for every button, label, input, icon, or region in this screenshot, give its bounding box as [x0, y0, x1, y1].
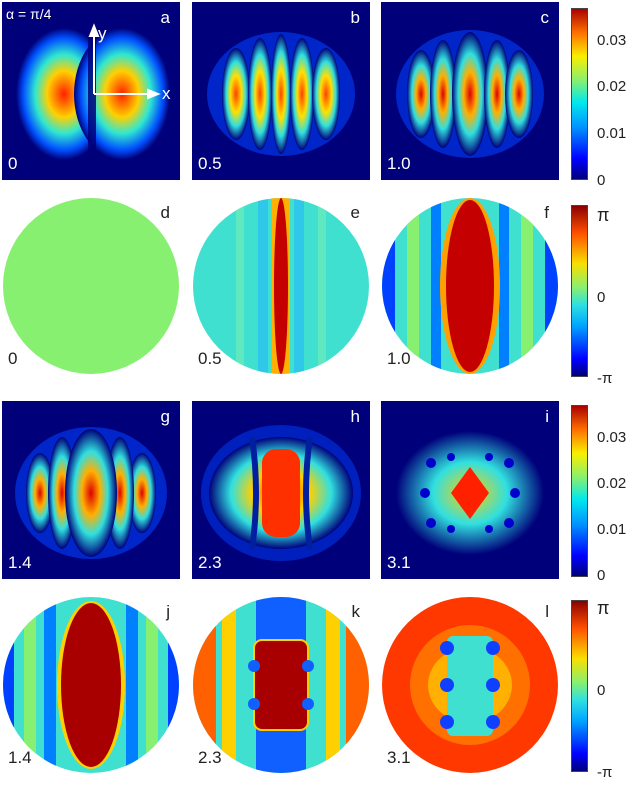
panel-i: i 3.1 — [381, 401, 559, 579]
colorbar-tick: 0.01 — [597, 521, 627, 538]
panel-value: 2.3 — [198, 748, 222, 767]
panel-g-image — [2, 401, 180, 579]
x-axis-label: x — [162, 84, 171, 103]
colorbar-tick: 0.02 — [597, 78, 627, 95]
panel-k: k 2.3 — [192, 596, 370, 774]
panel-j-image — [2, 596, 180, 774]
colorbar-tick: 0 — [597, 289, 606, 306]
phase-colorbar-top — [571, 205, 588, 377]
panel-i-image — [381, 401, 559, 579]
colorbar-tick: 0.03 — [597, 32, 627, 49]
panel-value: 1.4 — [8, 553, 32, 572]
panel-letter: b — [350, 8, 360, 27]
panel-l: l 3.1 — [381, 596, 559, 774]
panel-b-image — [192, 2, 370, 180]
panel-letter: i — [545, 407, 549, 426]
amplitude-colorbar-bottom — [571, 405, 588, 577]
panel-value: 0.5 — [198, 349, 222, 368]
panel-d-image — [2, 197, 180, 375]
panel-e: e 0.5 — [192, 197, 370, 375]
panel-value: 1.4 — [8, 748, 32, 767]
panel-l-image — [381, 596, 559, 774]
panel-j: j 1.4 — [2, 596, 180, 774]
panel-letter: j — [166, 602, 170, 621]
panel-g: g 1.4 — [2, 401, 180, 579]
panel-value: 0.5 — [198, 154, 222, 173]
panel-h: h 2.3 — [192, 401, 370, 579]
panel-c-image — [381, 2, 559, 180]
panel-letter: e — [350, 203, 360, 222]
panel-k-image — [192, 596, 370, 774]
panel-a: α = π/4 y x a 0 — [2, 2, 180, 180]
panel-letter: c — [540, 8, 550, 27]
panel-b: b 0.5 — [192, 2, 370, 180]
panel-e-image — [192, 197, 370, 375]
phase-colorbar-bottom — [571, 600, 588, 772]
panel-letter: k — [351, 602, 361, 621]
y-axis-label: y — [98, 24, 107, 43]
amplitude-colorbar-top — [571, 8, 588, 180]
panel-letter: d — [160, 203, 170, 222]
panel-value: 2.3 — [198, 553, 222, 572]
panel-letter: h — [350, 407, 360, 426]
colorbar-tick: 0.02 — [597, 475, 627, 492]
alpha-annotation: α = π/4 — [6, 6, 52, 22]
panel-value: 1.0 — [387, 154, 411, 173]
colorbar-tick: 0 — [597, 172, 606, 189]
panel-d: d 0 — [2, 197, 180, 375]
colorbar-tick: π — [597, 598, 610, 618]
panel-value: 0 — [8, 154, 18, 173]
colorbar-tick: -π — [597, 764, 613, 781]
colorbar-tick: 0.01 — [597, 125, 627, 142]
panel-letter: l — [545, 602, 549, 621]
colorbar-tick: 0.03 — [597, 429, 627, 446]
panel-f-image — [381, 197, 559, 375]
panel-value: 1.0 — [387, 349, 411, 368]
colorbar-tick: π — [597, 205, 610, 225]
panel-a-image — [2, 2, 180, 180]
panel-value: 3.1 — [387, 748, 411, 767]
panel-h-image — [192, 401, 370, 579]
panel-letter: f — [544, 203, 549, 222]
panel-letter: a — [160, 8, 170, 27]
panel-value: 0 — [8, 349, 18, 368]
colorbar-tick: 0 — [597, 567, 606, 584]
axes-arrows — [88, 23, 161, 100]
panel-value: 3.1 — [387, 553, 411, 572]
panel-f: f 1.0 — [381, 197, 559, 375]
colorbar-tick: -π — [597, 370, 613, 387]
colorbar-tick: 0 — [597, 682, 606, 699]
panel-c: c 1.0 — [381, 2, 559, 180]
panel-letter: g — [160, 407, 170, 426]
